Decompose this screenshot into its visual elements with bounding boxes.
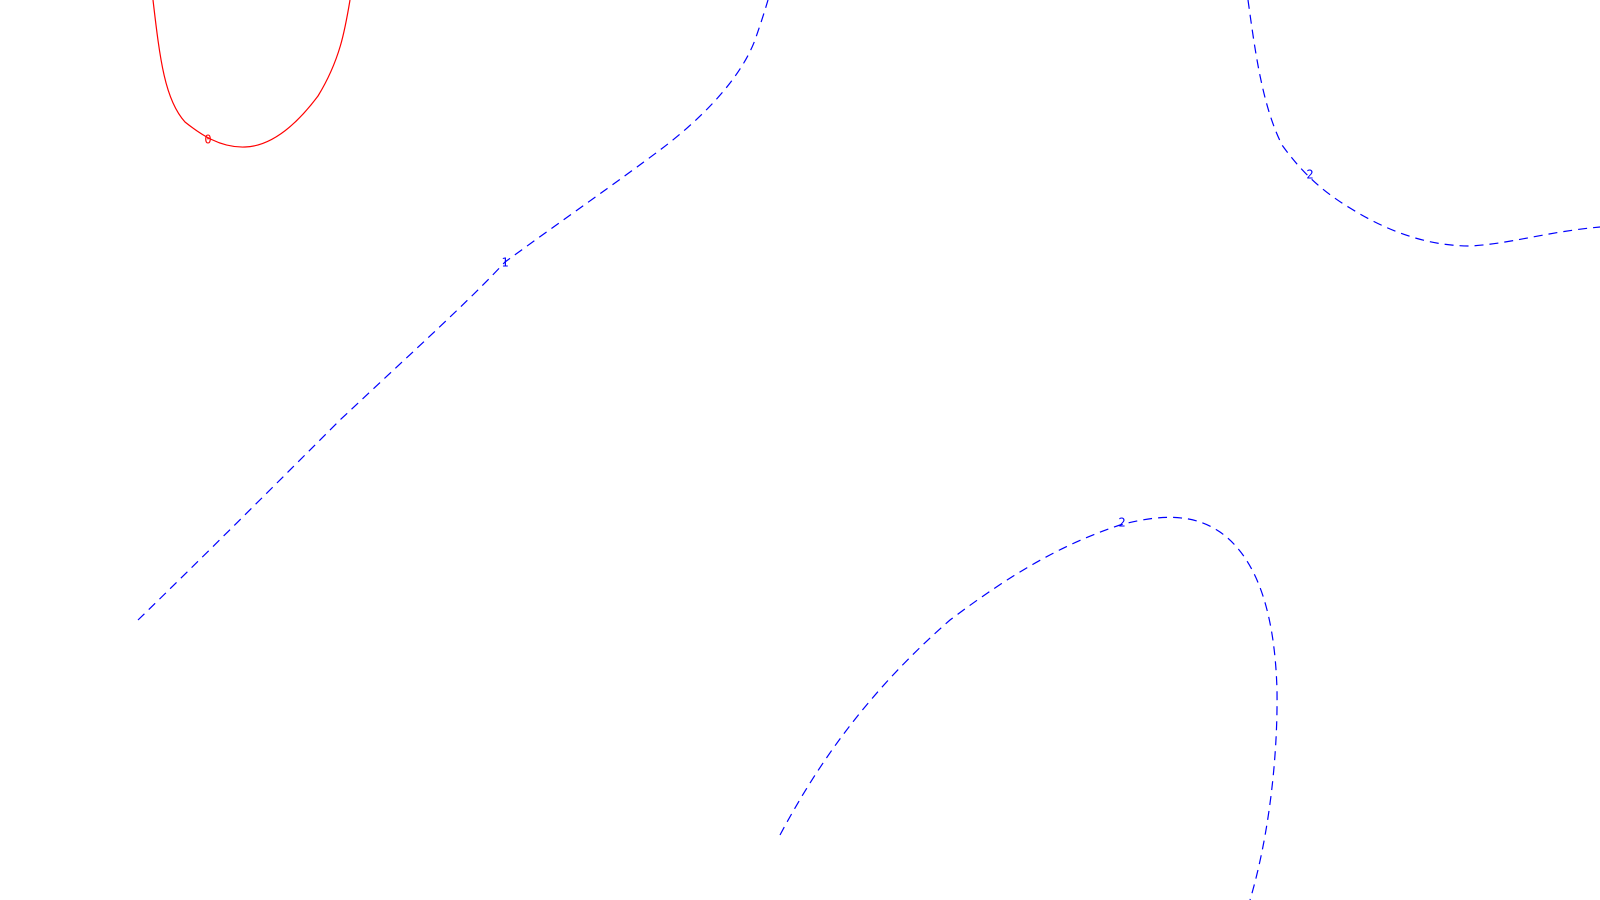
contour-label-2-bottom: 2 [1118,516,1125,530]
contour-line-2b: 2 [779,516,1278,900]
contour-label-2-top: 2 [1306,168,1313,182]
contour-line-2a: 2 [1247,0,1600,247]
contour-label-0: 0 [204,133,211,147]
contour-label-1: 1 [501,256,508,270]
contour-line-0: 0 [152,0,351,148]
contour-line-1: 1 [137,0,769,621]
